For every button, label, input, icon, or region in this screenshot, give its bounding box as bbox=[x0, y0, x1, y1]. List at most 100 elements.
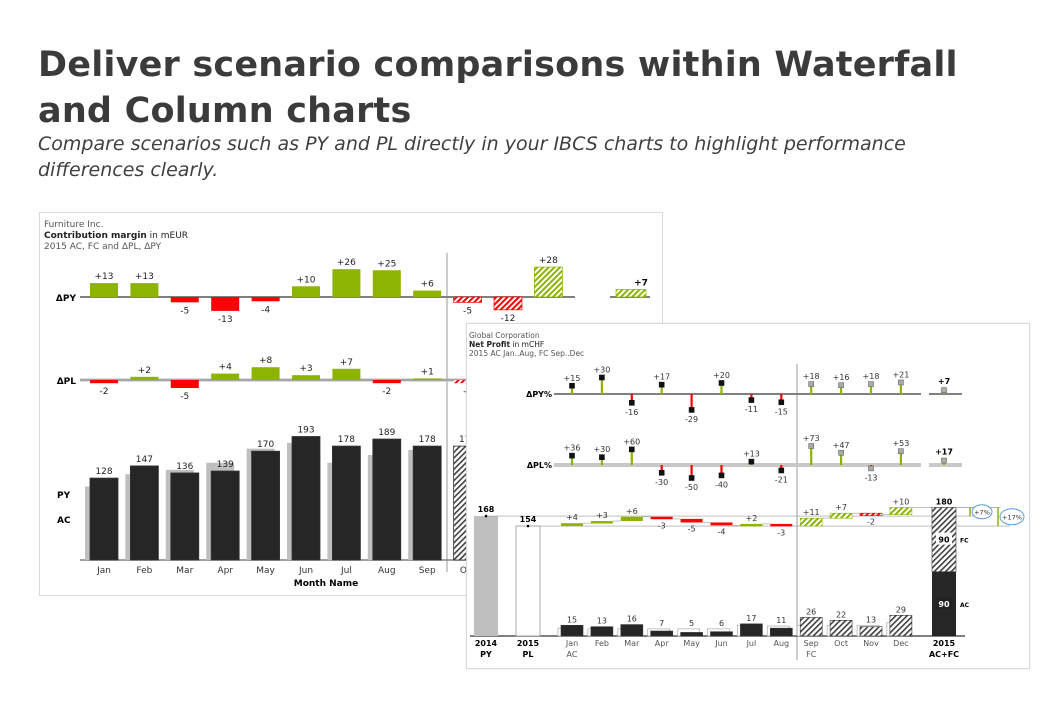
waterfall-delta-bar bbox=[561, 523, 583, 527]
x-tick-label: Jun bbox=[714, 639, 728, 648]
slide-title: Deliver scenario comparisons within Wate… bbox=[38, 45, 958, 131]
x-tick-label: Jun bbox=[298, 566, 313, 576]
start-bar-label: 168 bbox=[478, 505, 495, 514]
x-tick-label: Jul bbox=[746, 639, 757, 648]
dpl-bar bbox=[90, 380, 118, 384]
dpl-pct-marker bbox=[838, 449, 844, 456]
dpy-bar bbox=[130, 283, 159, 297]
waterfall-delta-label: +11 bbox=[803, 508, 820, 517]
dpl-pct-label: +13 bbox=[743, 450, 760, 459]
dpl-label: +1 bbox=[421, 367, 434, 377]
dpl-bar bbox=[292, 375, 320, 380]
dpl-bar bbox=[372, 380, 401, 384]
ac-bar bbox=[769, 627, 793, 637]
dpl-label: +2 bbox=[138, 366, 151, 376]
ac-label: 189 bbox=[378, 428, 395, 438]
x-tick-label: Sep bbox=[804, 639, 819, 648]
dpy-bar bbox=[251, 297, 280, 302]
ac-bar bbox=[680, 632, 703, 637]
x-tick-label: Aug bbox=[378, 566, 396, 576]
dpl-bar bbox=[130, 376, 159, 380]
pl-start-bar bbox=[515, 525, 541, 637]
dpl-pct-label: +53 bbox=[892, 439, 909, 448]
waterfall-delta-label: +3 bbox=[596, 511, 608, 520]
dpl-pct-label: +47 bbox=[833, 441, 850, 450]
x-axis-title: Month Name bbox=[294, 579, 358, 589]
ac-bar bbox=[590, 626, 614, 637]
month-value-label: 22 bbox=[836, 610, 846, 619]
chart2-measure: Net Profit in mCHF bbox=[469, 340, 544, 349]
dpy-pct-label: -29 bbox=[685, 415, 698, 424]
dpy-pct-label: -15 bbox=[775, 407, 788, 416]
waterfall-delta-bar bbox=[859, 512, 883, 516]
dpl-pct-total-axis bbox=[929, 463, 962, 467]
x-tick-label: May bbox=[683, 639, 700, 648]
slide-subtitle: Compare scenarios such as PY and PL dire… bbox=[38, 133, 906, 181]
dpy-bar bbox=[413, 290, 442, 297]
dpy-label: +13 bbox=[95, 272, 114, 282]
ac-sublabel: AC bbox=[567, 650, 578, 659]
month-value-label: 15 bbox=[567, 615, 577, 624]
waterfall-delta-label: +6 bbox=[626, 507, 638, 516]
waterfall-delta-bar bbox=[740, 523, 763, 527]
dpy-label: +6 bbox=[421, 280, 435, 290]
x-tick-label: Mar bbox=[624, 639, 640, 648]
start-bar-scenario: PY bbox=[480, 650, 492, 659]
chart2-measure-name: Net Profit bbox=[469, 340, 510, 349]
ac-bar bbox=[620, 624, 644, 637]
dpl-pct-axis bbox=[554, 463, 921, 467]
vs-pl-ellipse bbox=[999, 508, 1025, 526]
month-value-label: 7 bbox=[659, 619, 664, 628]
dpy-bar bbox=[292, 286, 320, 297]
x-tick-label: Nov bbox=[863, 639, 879, 648]
ac-label: 147 bbox=[136, 455, 153, 465]
chart1-measure-name: Contribution margin bbox=[44, 231, 147, 241]
ac-bar bbox=[372, 438, 402, 561]
dpl-pct-marker bbox=[898, 448, 904, 455]
total-scenario: AC+FC bbox=[929, 650, 959, 659]
waterfall-delta-label: -3 bbox=[777, 528, 785, 537]
dpy-bar bbox=[90, 283, 118, 297]
x-tick-label: Mar bbox=[176, 566, 193, 576]
dpy-pct-marker bbox=[718, 380, 725, 386]
month-value-label: 13 bbox=[597, 617, 607, 626]
dpy-label: +25 bbox=[377, 259, 396, 269]
dpy-pct-marker bbox=[868, 381, 874, 387]
dpl-bar bbox=[211, 373, 240, 380]
vs-pl-label: +17% bbox=[1002, 513, 1022, 521]
dpl-label: +7 bbox=[340, 358, 353, 368]
ac-label: 178 bbox=[338, 435, 355, 445]
fc-sublabel: FC bbox=[806, 650, 817, 659]
dpy-pct-marker bbox=[599, 374, 605, 381]
total-ac-label-bg bbox=[936, 596, 952, 609]
waterfall-delta-label: -2 bbox=[867, 518, 875, 527]
x-tick-label: Oct bbox=[834, 639, 848, 648]
x-tick-label: Jan bbox=[565, 639, 578, 648]
ac-bar bbox=[710, 631, 733, 637]
waterfall-delta-bar bbox=[650, 516, 673, 520]
dpy-pct-marker bbox=[808, 381, 815, 387]
dpl-pct-marker bbox=[658, 469, 665, 476]
month-value-label: 16 bbox=[627, 615, 637, 624]
dpl-label: +8 bbox=[259, 356, 273, 366]
dpl-pct-total-marker bbox=[941, 457, 947, 464]
ac-bar bbox=[129, 465, 159, 561]
dpl-label: +3 bbox=[299, 364, 312, 374]
ac-bar bbox=[740, 623, 763, 637]
dpy-pct-label: -11 bbox=[745, 405, 758, 414]
dpl-pct-label: +73 bbox=[803, 434, 820, 443]
start-bar-scenario: PL bbox=[523, 650, 534, 659]
x-tick-label: Jul bbox=[340, 566, 352, 576]
dpy-label: +26 bbox=[337, 258, 356, 268]
x-tick-label: Feb bbox=[136, 566, 152, 576]
ac-bar bbox=[251, 450, 281, 561]
chart2-company: Global Corporation bbox=[469, 331, 540, 340]
total-year: 2015 bbox=[933, 639, 956, 648]
dpy-bar bbox=[534, 266, 563, 298]
dpy-label: -5 bbox=[463, 306, 472, 316]
dpy-bar bbox=[170, 297, 199, 303]
dpl-pct-marker bbox=[868, 465, 874, 472]
chart1-company: Furniture Inc. bbox=[44, 220, 103, 230]
waterfall-delta-label: -3 bbox=[658, 521, 666, 530]
